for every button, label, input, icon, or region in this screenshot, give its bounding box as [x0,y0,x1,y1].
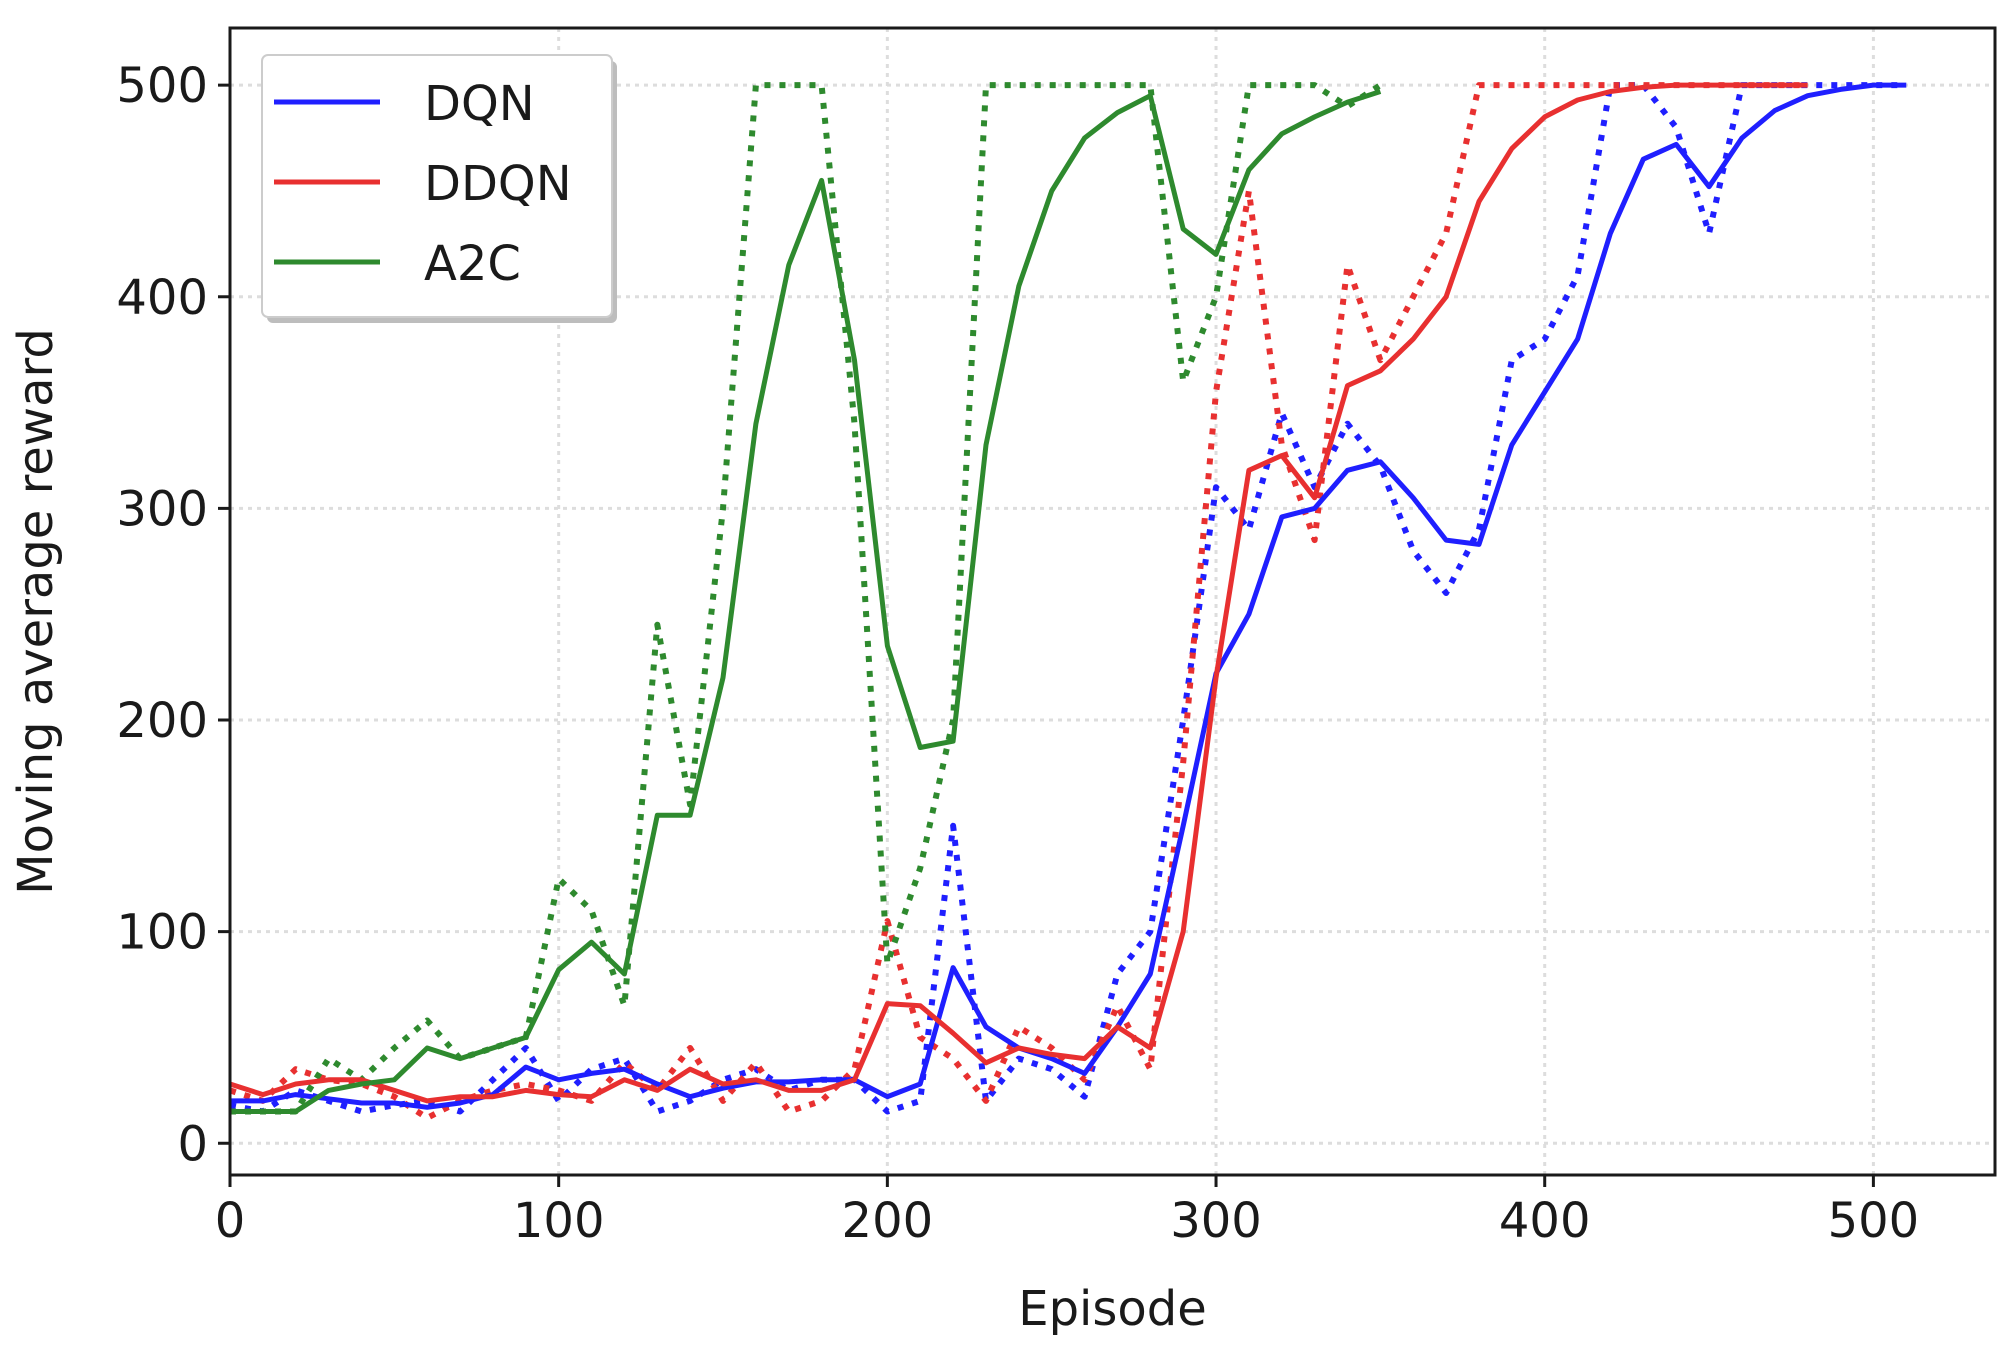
y-tick-label-4: 400 [116,270,208,326]
x-axis-title: Episode [1018,1281,1207,1337]
y-tick-label-1: 100 [116,905,208,961]
x-tick-label-0: 0 [215,1193,246,1249]
y-tick-label-2: 200 [116,693,208,749]
series-line-ddqn-solid [229,82,1808,1104]
legend-label-a2c: A2C [424,236,521,292]
x-tick-label-3: 300 [1170,1193,1262,1249]
y-tick-label-5: 500 [116,58,208,114]
legend-label-dqn: DQN [424,76,535,132]
legend: DQN DDQN A2C [261,54,617,323]
series-line-a2c-solid [230,89,1382,1114]
legend-box [261,54,613,318]
x-tick-label-5: 500 [1828,1193,1920,1249]
plot-frame [228,26,1997,1177]
legend-label-ddqn: DDQN [424,156,572,212]
y-tick-label-3: 300 [116,481,208,537]
x-tick-label-1: 100 [513,1193,605,1249]
series-line-dqn-solid [230,82,1907,1110]
y-tick-label-0: 0 [177,1116,208,1172]
x-tick-label-4: 400 [1499,1193,1591,1249]
y-axis-title: Moving average reward [8,328,64,895]
x-tick-label-2: 200 [842,1193,934,1249]
ticks: 0 100 200 300 400 500 0 100 200 300 400 500 [116,58,1919,1249]
series-layer [229,82,1907,1121]
